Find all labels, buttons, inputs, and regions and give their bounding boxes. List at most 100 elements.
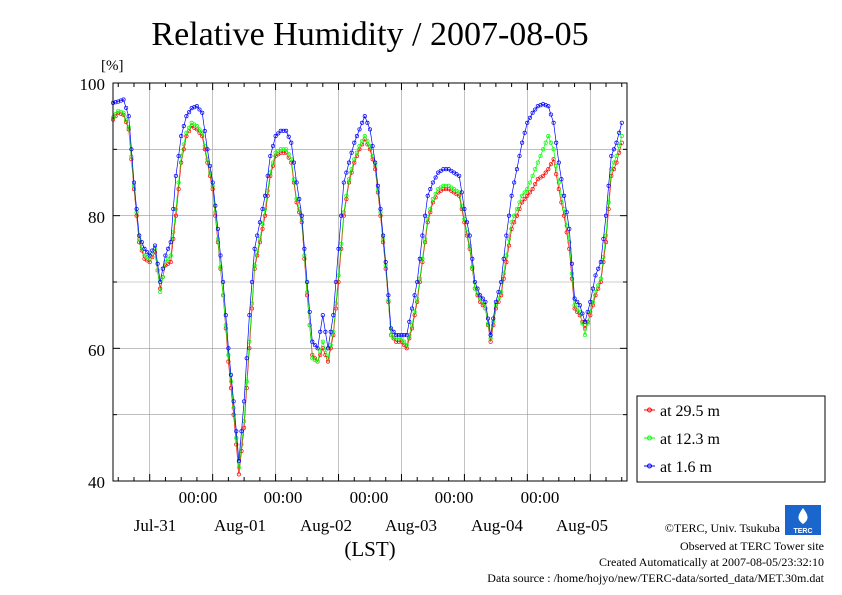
- data-point-at-12-3-m: [590, 299, 595, 304]
- legend-marker-1-6m: [647, 463, 652, 469]
- data-point-at-12-3-m: [346, 177, 352, 182]
- data-point-at-12-3-m: [582, 333, 588, 338]
- data-point-at-12-3-m: [402, 339, 407, 344]
- data-point-at-12-3-m: [155, 268, 160, 273]
- data-point-at-1-6-m: [341, 180, 346, 185]
- data-point-at-1-6-m: [548, 112, 553, 117]
- data-point-at-12-3-m: [517, 200, 522, 205]
- data-point-at-29-5-m: [179, 160, 184, 165]
- y-tick-60: 60: [88, 341, 105, 360]
- data-point-at-29-5-m: [173, 213, 178, 218]
- legend: at 29.5 m at 12.3 m at 1.6 m: [636, 395, 826, 483]
- data-point-at-12-3-m: [234, 435, 239, 440]
- data-point-at-12-3-m: [289, 157, 294, 162]
- data-point-at-1-6-m: [457, 173, 462, 178]
- data-point-at-1-6-m: [580, 311, 585, 316]
- data-point-at-29-5-m: [603, 240, 609, 245]
- legend-label-1-6m: at 1.6 m: [660, 459, 713, 476]
- data-point-at-12-3-m: [543, 140, 548, 145]
- observed-text: Observed at TERC Tower site: [680, 539, 824, 553]
- data-point-at-12-3-m: [291, 177, 296, 182]
- data-point-at-1-6-m: [425, 193, 430, 198]
- data-point-at-12-3-m: [255, 250, 260, 255]
- data-point-at-12-3-m: [257, 236, 262, 241]
- data-point-at-29-5-m: [564, 230, 569, 235]
- data-point-at-1-6-m: [522, 130, 527, 135]
- data-point-at-12-3-m: [441, 183, 446, 188]
- data-point-at-1-6-m: [514, 167, 519, 172]
- data-point-at-1-6-m: [171, 206, 176, 212]
- data-point-at-1-6-m: [362, 114, 367, 119]
- data-point-at-1-6-m: [289, 140, 294, 145]
- data-point-at-29-5-m: [527, 190, 533, 195]
- data-point-at-1-6-m: [373, 160, 378, 165]
- data-point-at-1-6-m: [354, 134, 359, 139]
- data-point-at-12-3-m: [158, 289, 163, 295]
- x-date-tick-jul31: Jul-31: [134, 516, 177, 535]
- data-point-at-1-6-m: [142, 246, 147, 251]
- data-point-at-12-3-m: [417, 276, 422, 281]
- data-point-at-1-6-m: [160, 266, 165, 271]
- data-point-at-12-3-m: [588, 309, 593, 314]
- created-text: Created Automatically at 2007-08-05/23:3…: [599, 555, 824, 569]
- data-point-at-1-6-m: [475, 286, 480, 291]
- legend-box: [636, 395, 826, 483]
- y-axis-unit: [%]: [101, 58, 124, 74]
- data-point-at-1-6-m: [409, 306, 415, 311]
- y-tick-40: 40: [88, 473, 105, 492]
- data-point-at-12-3-m: [184, 130, 189, 135]
- data-point-at-29-5-m: [533, 182, 538, 187]
- data-point-at-1-6-m: [462, 206, 467, 212]
- data-point-at-12-3-m: [459, 203, 464, 208]
- data-point-at-12-3-m: [520, 193, 525, 198]
- x-date-tick-aug03: Aug-03: [385, 516, 437, 535]
- data-point-at-1-6-m: [249, 279, 255, 285]
- data-point-at-1-6-m: [496, 289, 501, 295]
- data-point-at-29-5-m: [231, 412, 236, 417]
- data-point-at-12-3-m: [467, 243, 472, 248]
- data-point-at-29-5-m: [228, 386, 234, 391]
- data-point-at-12-3-m: [430, 197, 435, 202]
- data-point-at-1-6-m: [265, 173, 270, 178]
- data-point-at-1-6-m: [278, 128, 283, 133]
- data-point-at-1-6-m: [352, 140, 357, 145]
- data-point-at-1-6-m: [569, 261, 574, 266]
- data-point-at-12-3-m: [360, 138, 365, 144]
- x-time-tick-aug05: 00:00: [521, 488, 560, 507]
- data-point-at-12-3-m: [575, 306, 580, 311]
- data-point-at-12-3-m: [315, 359, 320, 364]
- data-point-at-1-6-m: [585, 309, 590, 314]
- data-point-at-12-3-m: [352, 157, 357, 162]
- data-point-at-12-3-m: [472, 286, 477, 291]
- data-point-at-1-6-m: [173, 173, 178, 178]
- data-point-at-1-6-m: [577, 303, 582, 308]
- data-point-at-1-6-m: [299, 213, 304, 218]
- data-point-at-12-3-m: [533, 167, 538, 172]
- x-time-tick-aug04: 00:00: [435, 488, 474, 507]
- data-point-at-1-6-m: [467, 233, 472, 238]
- y-tick-100: 100: [80, 75, 106, 94]
- data-point-at-1-6-m: [541, 102, 546, 107]
- data-point-at-1-6-m: [430, 180, 435, 185]
- data-point-at-1-6-m: [207, 163, 213, 168]
- data-point-at-12-3-m: [365, 138, 370, 144]
- data-point-at-1-6-m: [493, 299, 498, 304]
- data-point-at-12-3-m: [420, 256, 425, 261]
- data-point-at-12-3-m: [187, 125, 192, 130]
- data-point-at-29-5-m: [236, 472, 241, 477]
- data-point-at-1-6-m: [501, 256, 506, 261]
- data-point-at-1-6-m: [152, 243, 158, 248]
- data-point-at-12-3-m: [113, 112, 118, 117]
- data-point-at-12-3-m: [564, 223, 569, 228]
- data-point-at-12-3-m: [207, 170, 213, 175]
- data-point-at-1-6-m: [318, 329, 323, 334]
- data-point-at-1-6-m: [420, 233, 425, 238]
- data-point-at-12-3-m: [339, 241, 344, 246]
- data-point-at-12-3-m: [270, 160, 276, 165]
- data-point-at-29-5-m: [168, 260, 173, 265]
- data-point-at-1-6-m: [158, 279, 163, 285]
- data-point-at-12-3-m: [176, 180, 181, 185]
- data-point-at-1-6-m: [590, 286, 595, 291]
- water-drop-icon: [798, 508, 808, 524]
- data-point-at-1-6-m: [472, 279, 477, 285]
